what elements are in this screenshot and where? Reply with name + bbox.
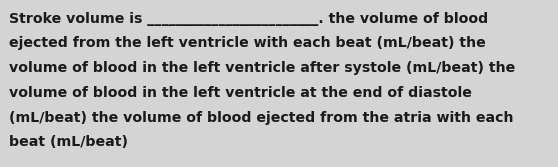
Text: (mL/beat) the volume of blood ejected from the atria with each: (mL/beat) the volume of blood ejected fr… — [9, 111, 513, 125]
Text: beat (mL/beat): beat (mL/beat) — [9, 135, 128, 149]
Text: volume of blood in the left ventricle after systole (mL/beat) the: volume of blood in the left ventricle af… — [9, 61, 515, 75]
Text: ejected from the left ventricle with each beat (mL/beat) the: ejected from the left ventricle with eac… — [9, 36, 485, 50]
Text: volume of blood in the left ventricle at the end of diastole: volume of blood in the left ventricle at… — [9, 86, 472, 100]
Text: Stroke volume is ________________________. the volume of blood: Stroke volume is _______________________… — [9, 12, 488, 26]
